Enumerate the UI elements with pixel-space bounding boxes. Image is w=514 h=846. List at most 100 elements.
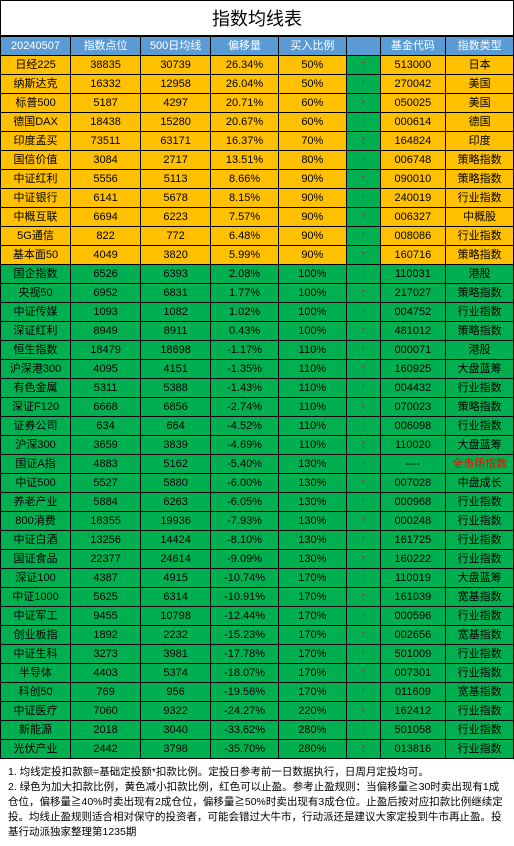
cell-offset: -1.35% xyxy=(211,360,279,379)
cell-arrow: ↑ xyxy=(346,493,380,512)
cell-type: 策略指数 xyxy=(446,284,514,303)
cell-arrow: ↑ xyxy=(346,702,380,721)
cell-name: 新能源 xyxy=(1,721,71,740)
table-row: 中证50055275880-6.00%130%↑007028中盘成长 xyxy=(1,474,514,493)
cell-name: 国证食品 xyxy=(1,550,71,569)
table-row: 中证白酒1325614424-8.10%130%↑161725行业指数 xyxy=(1,531,514,550)
cell-name: 日经225 xyxy=(1,56,71,75)
cell-ratio: 110% xyxy=(278,436,346,455)
table-row: 中证银行614156788.15%90%↑240019行业指数 xyxy=(1,189,514,208)
cell-ratio: 90% xyxy=(278,246,346,265)
cell-name: 800消费 xyxy=(1,512,71,531)
cell-ratio: 130% xyxy=(278,455,346,474)
cell-name: 德国DAX xyxy=(1,113,71,132)
cell-ratio: 110% xyxy=(278,398,346,417)
cell-arrow: ↑ xyxy=(346,664,380,683)
cell-ma500: 3040 xyxy=(141,721,211,740)
cell-arrow: ↑ xyxy=(346,170,380,189)
header-code: 基金代码 xyxy=(380,37,446,56)
cell-ratio: 50% xyxy=(278,56,346,75)
cell-arrow: ↑ xyxy=(346,151,380,170)
cell-ma500: 6263 xyxy=(141,493,211,512)
cell-name: 印度孟买 xyxy=(1,132,71,151)
cell-arrow: ↑ xyxy=(346,531,380,550)
cell-arrow: ↑ xyxy=(346,398,380,417)
cell-code: 090010 xyxy=(380,170,446,189)
header-offset: 偏移量 xyxy=(211,37,279,56)
table-row: 国证食品2237724614-9.09%130%↑160222行业指数 xyxy=(1,550,514,569)
cell-offset: 26.34% xyxy=(211,56,279,75)
cell-ma500: 18698 xyxy=(141,341,211,360)
cell-type: 行业指数 xyxy=(446,303,514,322)
header-date: 20240507 xyxy=(1,37,71,56)
cell-type: 日本 xyxy=(446,56,514,75)
cell-offset: 26.04% xyxy=(211,75,279,94)
cell-point: 6668 xyxy=(71,398,141,417)
cell-type: 港股 xyxy=(446,341,514,360)
cell-ma500: 772 xyxy=(141,227,211,246)
cell-code: 481012 xyxy=(380,322,446,341)
cell-offset: -17.78% xyxy=(211,645,279,664)
cell-code: 070023 xyxy=(380,398,446,417)
cell-type: 港股 xyxy=(446,265,514,284)
cell-point: 18479 xyxy=(71,341,141,360)
cell-arrow: ↑ xyxy=(346,474,380,493)
cell-offset: 13.51% xyxy=(211,151,279,170)
cell-ratio: 110% xyxy=(278,360,346,379)
header-ma500: 500日均线 xyxy=(141,37,211,56)
cell-arrow: ↑ xyxy=(346,322,380,341)
table-row: 中证100056256314-10.91%170%↑161039宽基指数 xyxy=(1,588,514,607)
table-row: 新能源20183040-33.62%280%↑501058行业指数 xyxy=(1,721,514,740)
cell-point: 2018 xyxy=(71,721,141,740)
cell-code: 000968 xyxy=(380,493,446,512)
cell-code: 501058 xyxy=(380,721,446,740)
cell-code: 164824 xyxy=(380,132,446,151)
cell-offset: -1.43% xyxy=(211,379,279,398)
cell-code: 161725 xyxy=(380,531,446,550)
cell-arrow: ↑ xyxy=(346,683,380,702)
table-row: 半导体44035374-18.07%170%↑007301行业指数 xyxy=(1,664,514,683)
cell-type: 德国 xyxy=(446,113,514,132)
cell-type: 宽基指数 xyxy=(446,588,514,607)
cell-point: 4883 xyxy=(71,455,141,474)
cell-offset: -4.69% xyxy=(211,436,279,455)
table-row: 深证F12066686856-2.74%110%↑070023策略指数 xyxy=(1,398,514,417)
cell-ratio: 130% xyxy=(278,531,346,550)
cell-offset: -7.93% xyxy=(211,512,279,531)
cell-ma500: 6856 xyxy=(141,398,211,417)
cell-code: 007301 xyxy=(380,664,446,683)
cell-ratio: 220% xyxy=(278,702,346,721)
cell-point: 16332 xyxy=(71,75,141,94)
cell-code: 002656 xyxy=(380,626,446,645)
cell-arrow: ↑ xyxy=(346,56,380,75)
cell-point: 5625 xyxy=(71,588,141,607)
cell-type: 策略指数 xyxy=(446,151,514,170)
cell-point: 4403 xyxy=(71,664,141,683)
cell-code: 006327 xyxy=(380,208,446,227)
cell-offset: -6.00% xyxy=(211,474,279,493)
cell-code: 011609 xyxy=(380,683,446,702)
cell-ma500: 14424 xyxy=(141,531,211,550)
cell-offset: -35.70% xyxy=(211,740,279,759)
cell-ratio: 90% xyxy=(278,189,346,208)
cell-type: 行业指数 xyxy=(446,512,514,531)
table-row: 中证传媒109310821.02%100%↑004752行业指数 xyxy=(1,303,514,322)
cell-ratio: 170% xyxy=(278,645,346,664)
table-row: 国信价值3084271713.51%80%↑006748策略指数 xyxy=(1,151,514,170)
table-title: 指数均线表 xyxy=(0,0,514,36)
cell-type: 行业指数 xyxy=(446,531,514,550)
cell-point: 2442 xyxy=(71,740,141,759)
cell-ma500: 4915 xyxy=(141,569,211,588)
cell-ratio: 110% xyxy=(278,417,346,436)
cell-type: 行业指数 xyxy=(446,227,514,246)
cell-code: 217027 xyxy=(380,284,446,303)
cell-point: 22377 xyxy=(71,550,141,569)
cell-offset: 1.77% xyxy=(211,284,279,303)
cell-offset: 20.71% xyxy=(211,94,279,113)
cell-code: 000071 xyxy=(380,341,446,360)
table-row: 纳斯达克163321295826.04%50%↑270042美国 xyxy=(1,75,514,94)
cell-offset: 2.08% xyxy=(211,265,279,284)
cell-name: 光伏产业 xyxy=(1,740,71,759)
index-table: 20240507 指数点位 500日均线 偏移量 买入比例 基金代码 指数类型 … xyxy=(0,36,514,759)
cell-code: 110019 xyxy=(380,569,446,588)
